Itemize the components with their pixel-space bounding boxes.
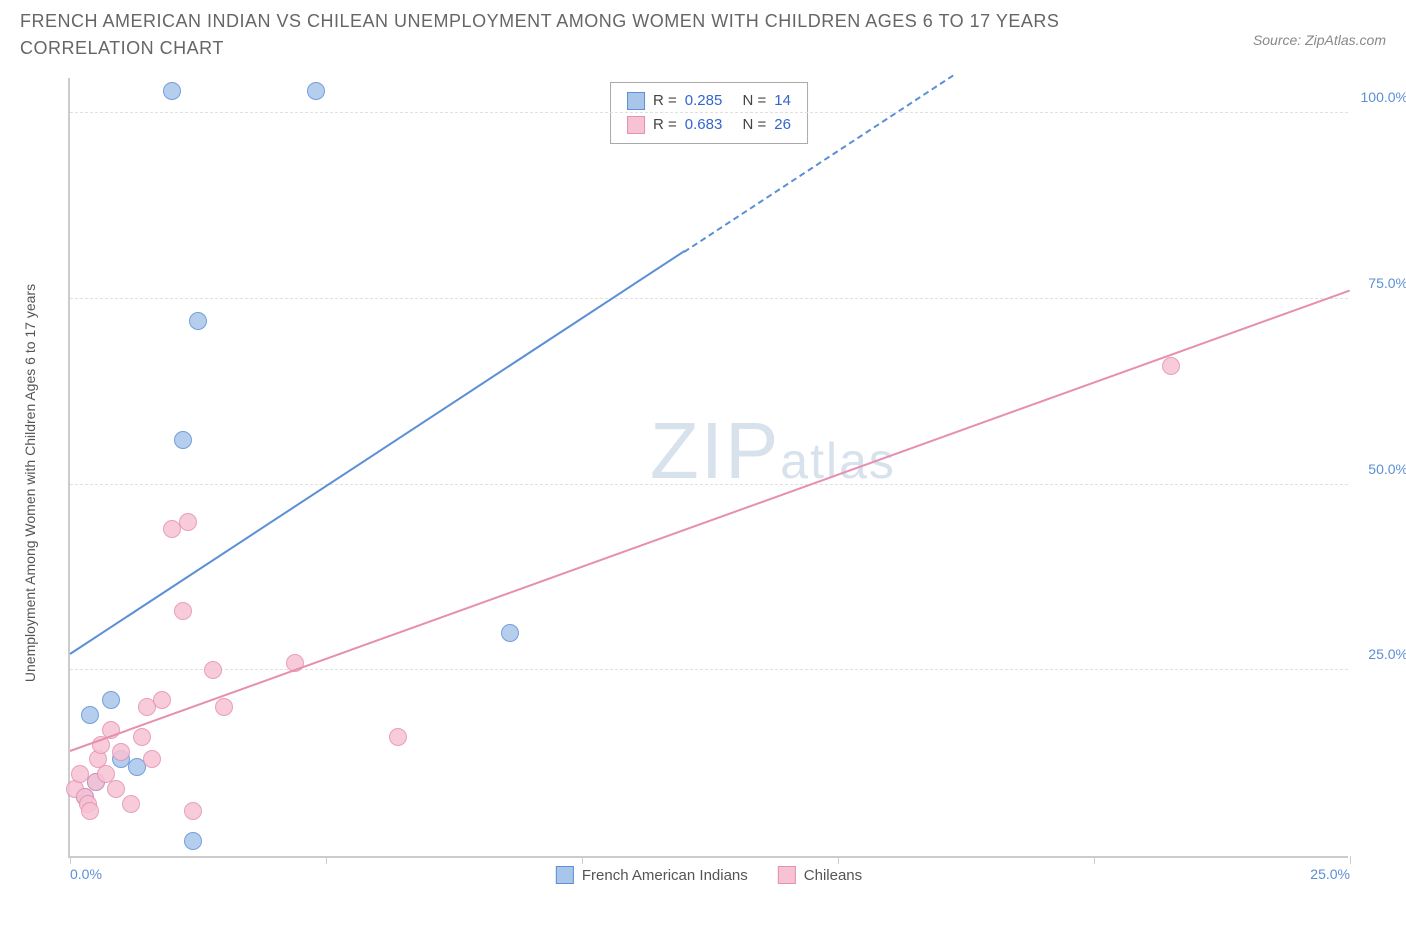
y-tick-label: 75.0% — [1368, 275, 1406, 291]
data-point — [81, 706, 99, 724]
x-tick — [1350, 856, 1351, 864]
watermark-brand2: atlas — [780, 433, 896, 489]
swatch-series2 — [627, 116, 645, 134]
swatch-series1 — [627, 92, 645, 110]
data-point — [112, 743, 130, 761]
gridline — [70, 669, 1348, 670]
data-point — [153, 691, 171, 709]
x-tick — [582, 856, 583, 864]
series2-name: Chileans — [804, 867, 862, 884]
data-point — [204, 661, 222, 679]
x-tick — [326, 856, 327, 864]
series1-name: French American Indians — [582, 867, 748, 884]
plot-area: ZIPatlas R = 0.285 N = 14 R = 0.683 N = … — [68, 78, 1348, 858]
source-label: Source: ZipAtlas.com — [1253, 32, 1386, 48]
data-point — [143, 750, 161, 768]
n-label: N = — [743, 89, 767, 113]
y-tick-label: 50.0% — [1368, 461, 1406, 477]
x-tick — [1094, 856, 1095, 864]
x-tick-label: 25.0% — [1310, 866, 1350, 882]
r-label: R = — [653, 113, 677, 137]
legend-item: French American Indians — [556, 866, 748, 884]
data-point — [174, 431, 192, 449]
legend-row: R = 0.683 N = 26 — [627, 113, 791, 137]
x-tick — [70, 856, 71, 864]
r-value-1: 0.285 — [685, 89, 723, 113]
data-point — [174, 602, 192, 620]
data-point — [133, 728, 151, 746]
x-tick — [838, 856, 839, 864]
n-label: N = — [743, 113, 767, 137]
y-tick-label: 100.0% — [1361, 89, 1406, 105]
n-value-1: 14 — [774, 89, 791, 113]
gridline — [70, 484, 1348, 485]
plot-wrap: Unemployment Among Women with Children A… — [40, 78, 1386, 888]
y-axis-label: Unemployment Among Women with Children A… — [22, 284, 38, 682]
gridline — [70, 112, 1348, 113]
data-point — [307, 82, 325, 100]
legend-row: R = 0.285 N = 14 — [627, 89, 791, 113]
data-point — [389, 728, 407, 746]
swatch-series1 — [556, 866, 574, 884]
trend-line — [69, 251, 684, 656]
data-point — [81, 802, 99, 820]
data-point — [184, 832, 202, 850]
y-tick-label: 25.0% — [1368, 646, 1406, 662]
data-point — [107, 780, 125, 798]
series-legend: French American Indians Chileans — [556, 866, 862, 884]
data-point — [215, 698, 233, 716]
legend-item: Chileans — [778, 866, 862, 884]
data-point — [179, 513, 197, 531]
trend-line — [70, 289, 1351, 751]
r-label: R = — [653, 89, 677, 113]
data-point — [102, 691, 120, 709]
swatch-series2 — [778, 866, 796, 884]
data-point — [163, 82, 181, 100]
data-point — [189, 312, 207, 330]
data-point — [501, 624, 519, 642]
data-point — [122, 795, 140, 813]
gridline — [70, 298, 1348, 299]
x-tick-label: 0.0% — [70, 866, 102, 882]
watermark-brand1: ZIP — [650, 406, 780, 495]
n-value-2: 26 — [774, 113, 791, 137]
data-point — [184, 802, 202, 820]
chart-title: FRENCH AMERICAN INDIAN VS CHILEAN UNEMPL… — [20, 8, 1170, 62]
data-point — [1162, 357, 1180, 375]
r-value-2: 0.683 — [685, 113, 723, 137]
